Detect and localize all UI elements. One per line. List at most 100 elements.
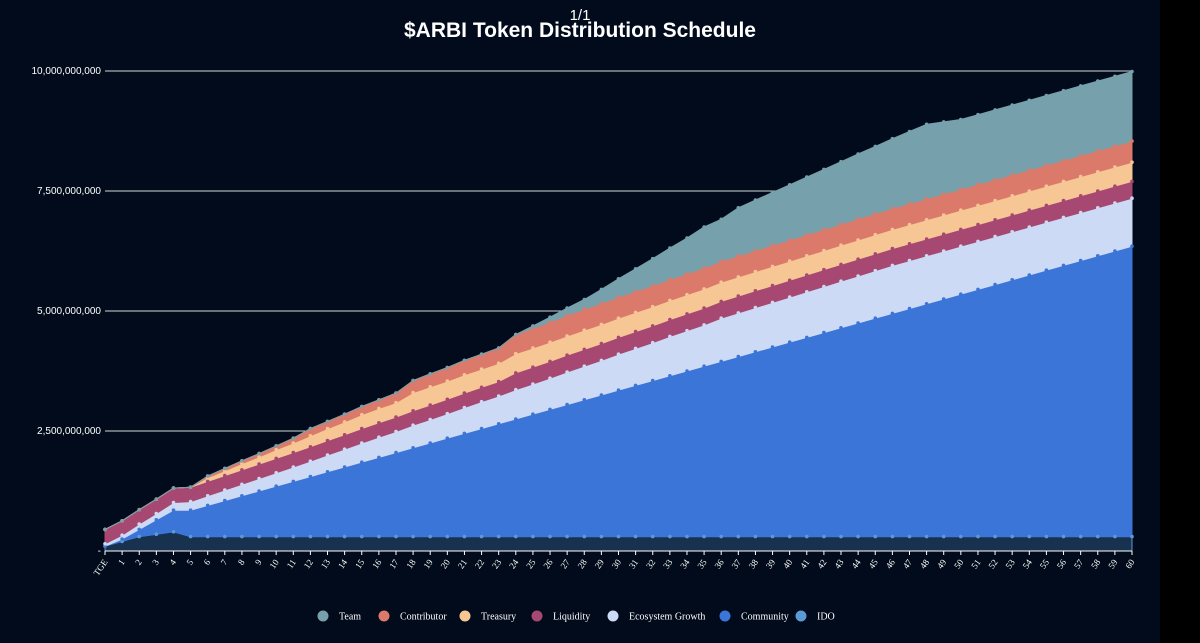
- x-tick-label: 16: [370, 557, 384, 571]
- point-treasury: [924, 218, 929, 222]
- legend-item-treasury[interactable]: Treasury: [459, 610, 517, 623]
- point-treasury: [1010, 194, 1014, 198]
- point-ecosystem-growth: [650, 340, 655, 345]
- point-contributor: [805, 232, 809, 237]
- point-contributor: [924, 196, 929, 201]
- point-ecosystem-growth: [1044, 220, 1049, 224]
- point-treasury: [342, 420, 347, 424]
- point-contributor: [1044, 163, 1049, 167]
- x-tick-label: 59: [1106, 557, 1120, 571]
- point-treasury: [582, 328, 587, 333]
- point-liquidity: [274, 456, 279, 461]
- point-ecosystem-growth: [120, 533, 124, 537]
- legend-swatch: [795, 610, 807, 622]
- point-ido: [531, 534, 535, 539]
- point-ido: [377, 534, 381, 539]
- point-liquidity: [411, 409, 415, 413]
- point-treasury: [394, 400, 398, 405]
- point-liquidity: [1130, 179, 1134, 184]
- point-community: [1027, 273, 1032, 277]
- point-contributor: [839, 222, 843, 226]
- point-community: [1044, 268, 1049, 273]
- point-team: [668, 246, 672, 250]
- point-liquidity: [325, 438, 330, 443]
- point-community: [753, 350, 758, 354]
- x-tick-label: 46: [884, 557, 898, 571]
- point-ido: [993, 534, 997, 539]
- point-ido: [719, 534, 723, 539]
- point-treasury: [1078, 174, 1083, 179]
- point-contributor: [959, 187, 963, 191]
- legend-item-contributor[interactable]: Contributor: [378, 610, 448, 623]
- point-ecosystem-growth: [582, 364, 587, 369]
- point-contributor: [616, 295, 621, 299]
- point-team: [1096, 79, 1100, 83]
- x-tick-label: 30: [610, 557, 624, 571]
- point-treasury: [462, 373, 467, 377]
- point-ecosystem-growth: [274, 471, 279, 475]
- point-ecosystem-growth: [736, 311, 741, 315]
- point-team: [462, 358, 467, 363]
- point-liquidity: [565, 353, 569, 358]
- point-ido: [548, 534, 552, 539]
- point-liquidity: [479, 385, 484, 390]
- point-team: [428, 372, 433, 376]
- x-tick-label: 11: [285, 557, 298, 570]
- legend-item-team[interactable]: Team: [317, 610, 362, 623]
- point-treasury: [240, 461, 244, 466]
- point-ido: [188, 534, 193, 539]
- point-team: [274, 444, 279, 448]
- x-tick-label: 19: [422, 557, 436, 571]
- point-ido: [1061, 534, 1066, 539]
- point-treasury: [668, 298, 672, 303]
- point-community: [959, 292, 963, 297]
- point-treasury: [360, 412, 364, 417]
- point-community: [822, 330, 826, 335]
- legend-label: Community: [741, 612, 789, 623]
- point-contributor: [719, 259, 723, 263]
- point-contributor: [822, 227, 826, 232]
- point-ido: [582, 534, 587, 539]
- point-team: [120, 519, 124, 523]
- point-ecosystem-growth: [633, 346, 638, 351]
- x-tick-label: 40: [781, 557, 795, 571]
- point-ido: [205, 534, 210, 539]
- x-tick-label: 37: [730, 557, 744, 571]
- legend-item-ecosystem-growth[interactable]: Ecosystem Growth: [607, 610, 706, 623]
- point-ido: [308, 534, 313, 539]
- point-community: [171, 508, 176, 512]
- x-tick-label: 28: [576, 557, 590, 571]
- point-treasury: [411, 390, 415, 395]
- point-liquidity: [1096, 189, 1100, 193]
- point-treasury: [1061, 179, 1066, 184]
- point-treasury: [428, 385, 433, 389]
- point-community: [599, 393, 604, 397]
- point-ido: [856, 534, 860, 539]
- point-community: [633, 383, 638, 388]
- point-ido: [822, 534, 826, 539]
- point-liquidity: [342, 433, 347, 437]
- legend-label: IDO: [817, 612, 835, 623]
- legend[interactable]: Team Contributor Treasury Liquidity Ecosyste…: [317, 610, 835, 623]
- point-treasury: [839, 243, 843, 247]
- point-treasury: [548, 340, 552, 345]
- point-ido: [616, 534, 621, 539]
- point-ido: [668, 534, 672, 539]
- x-tick-label: 22: [473, 557, 486, 570]
- legend-item-liquidity[interactable]: Liquidity: [531, 610, 591, 623]
- point-ecosystem-growth: [205, 494, 210, 498]
- point-team: [342, 412, 347, 417]
- point-community: [668, 374, 672, 378]
- point-community: [976, 287, 980, 292]
- point-treasury: [993, 198, 997, 203]
- point-treasury: [856, 238, 860, 242]
- point-liquidity: [753, 289, 758, 293]
- legend-item-community[interactable]: Community: [719, 610, 789, 623]
- point-community: [805, 335, 809, 340]
- legend-item-ido[interactable]: IDO: [795, 610, 835, 623]
- x-tick-label: 3: [150, 557, 161, 567]
- point-ecosystem-growth: [531, 382, 535, 386]
- point-team: [240, 459, 244, 463]
- point-ecosystem-growth: [154, 511, 159, 516]
- point-ecosystem-growth: [822, 284, 826, 289]
